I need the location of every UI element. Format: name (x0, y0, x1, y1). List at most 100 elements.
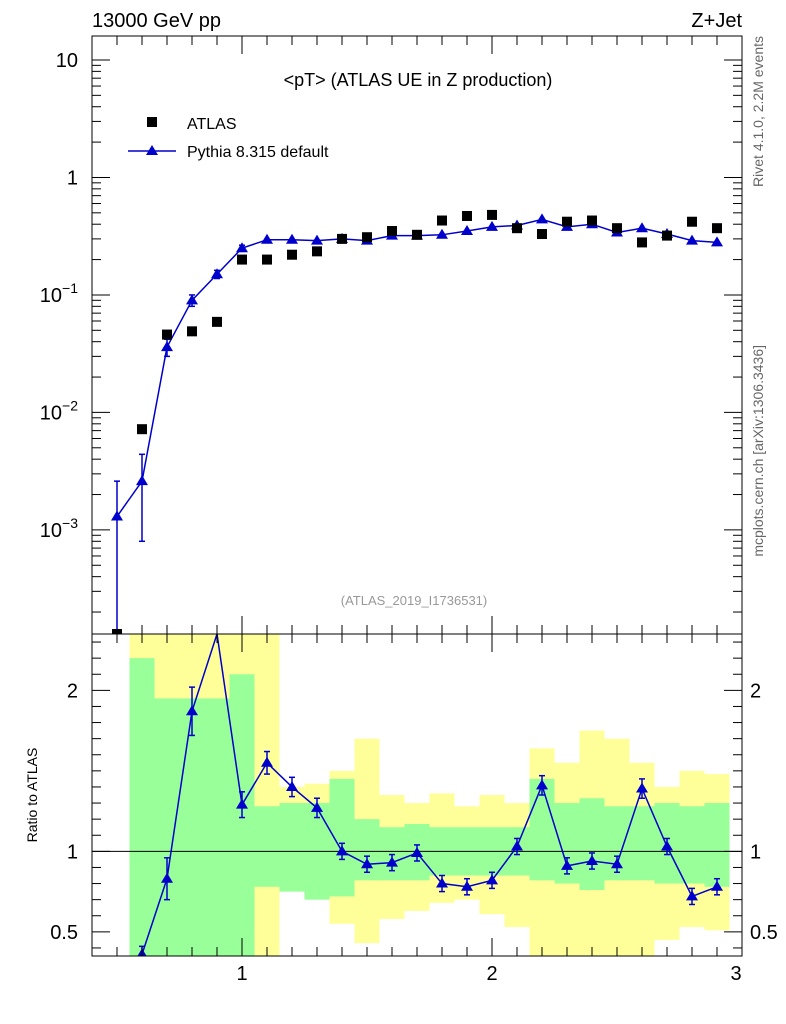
ratio-axis-ticks: 0.5 0.5 1 1 2 2 (50, 641, 778, 949)
y-tick-label: 10 (56, 50, 78, 72)
atlas-point (287, 249, 297, 260)
inner-uncertainty-band (179, 698, 205, 956)
y-tick-label-exponent: −1 (62, 280, 78, 296)
x-axis-ticks: 1 2 3 (116, 634, 742, 985)
y-tick-label: 10−2 (40, 397, 78, 424)
pythia-point (136, 475, 148, 486)
atlas-point (312, 246, 322, 257)
atlas-point (562, 216, 572, 227)
pythia-point (311, 234, 323, 245)
ratio-point (686, 890, 698, 901)
ratio-point (286, 780, 298, 791)
ratio-point (561, 859, 573, 870)
legend-pythia-marker (146, 145, 158, 155)
ratio-point (161, 872, 173, 883)
pythia-point (236, 242, 248, 253)
pythia-point (261, 233, 273, 244)
chart-title: <pT> (ATLAS UE in Z production) (284, 70, 553, 90)
x-tick-label: 2 (486, 963, 497, 985)
ratio-point (586, 855, 598, 866)
atlas-point (137, 424, 147, 435)
ratio-point (711, 880, 723, 891)
atlas-point (637, 237, 647, 248)
inner-uncertainty-band (279, 803, 305, 892)
ratio-point (236, 798, 248, 809)
y-tick-label: 10−3 (40, 515, 78, 542)
ratio-y-tick-label-left: 0.5 (50, 922, 78, 944)
side-label-bottom: mcplots.cern.ch [arXiv:1306.3436] (750, 345, 766, 557)
ratio-point (311, 801, 323, 812)
atlas-point (662, 230, 672, 241)
ratio-point (611, 858, 623, 869)
inner-uncertainty-band (629, 806, 655, 881)
x-tick-label: 3 (730, 963, 741, 985)
atlas-point (387, 226, 397, 237)
inner-uncertainty-band (204, 698, 230, 956)
ratio-point (386, 856, 398, 867)
atlas-point (262, 254, 272, 265)
legend: ATLAS Pythia 8.315 default (128, 116, 329, 161)
atlas-point (487, 209, 497, 220)
header-right: Z+Jet (691, 10, 742, 32)
ratio-point (336, 845, 348, 856)
ratio-point (411, 846, 423, 857)
y-tick-label: 10−1 (40, 280, 78, 307)
atlas-point (512, 223, 522, 234)
ratio-series (137, 634, 723, 956)
legend-atlas-marker (147, 117, 157, 127)
inner-uncertainty-band (679, 806, 705, 884)
ratio-point (486, 874, 498, 885)
pythia-point (111, 510, 123, 521)
ratio-point (511, 840, 523, 851)
pythia-point (161, 341, 173, 352)
atlas-point (412, 229, 422, 240)
atlas-point (462, 210, 472, 221)
legend-atlas-label: ATLAS (187, 116, 237, 133)
ratio-y-tick-label-left: 1 (67, 841, 78, 863)
atlas-point (537, 229, 547, 240)
atlas-point (612, 223, 622, 234)
pythia-point (286, 233, 298, 244)
pythia-point (636, 222, 648, 233)
pythia-point (486, 220, 498, 231)
ratio-y-tick-label-right: 1 (750, 841, 761, 863)
ratio-point (461, 880, 473, 891)
ratio-y-tick-label-right: 0.5 (750, 922, 778, 944)
atlas-point (712, 223, 722, 234)
pythia-point (686, 234, 698, 245)
y-tick-label-exponent: −3 (62, 515, 78, 531)
analysis-label: (ATLAS_2019_I1736531) (341, 593, 487, 608)
inner-uncertainty-band (704, 803, 730, 887)
y-tick-label-base: 1 (67, 167, 78, 189)
y-tick-label-base: 10 (40, 402, 62, 424)
pythia-point (211, 268, 223, 279)
pythia-point (436, 228, 448, 239)
inner-uncertainty-band (254, 806, 280, 887)
header-left: 13000 GeV pp (92, 10, 221, 32)
ratio-point (261, 756, 273, 767)
inner-uncertainty-band (154, 698, 180, 956)
pythia-point (186, 294, 198, 305)
ratio-point (661, 840, 673, 851)
ratio-panel: 0.5 0.5 1 1 2 2 1 2 3 Ratio to ATLAS (24, 633, 778, 985)
legend-pythia-label: Pythia 8.315 default (187, 144, 329, 161)
main-series (111, 209, 723, 639)
pythia-point (711, 236, 723, 247)
y-tick-label-base: 10 (40, 520, 62, 542)
ratio-y-label: Ratio to ATLAS (24, 748, 40, 843)
side-label-top: Rivet 4.1.0, 2.2M events (750, 36, 766, 187)
atlas-point (337, 233, 347, 244)
ratio-point (186, 705, 198, 716)
atlas-point (212, 316, 222, 327)
pythia-point (461, 225, 473, 236)
ratio-line (141, 634, 718, 955)
y-tick-label-exponent: −2 (62, 397, 78, 413)
ratio-point (361, 858, 373, 869)
atlas-point (162, 329, 172, 340)
atlas-point (187, 326, 197, 337)
inner-uncertainty-band (529, 778, 555, 881)
atlas-point (437, 215, 447, 226)
